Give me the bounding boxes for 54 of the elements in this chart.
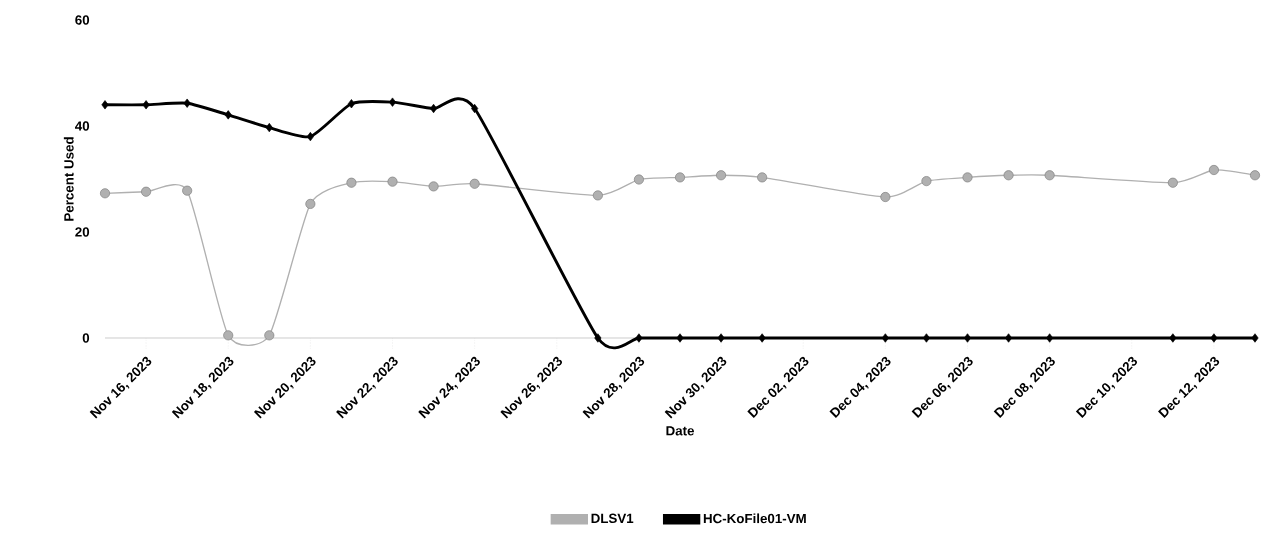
point <box>183 98 191 108</box>
point <box>635 333 643 343</box>
y-tick-label: 60 <box>75 15 90 25</box>
point <box>1044 170 1055 181</box>
point <box>675 172 686 183</box>
point <box>264 330 275 341</box>
point <box>265 122 273 133</box>
y-tick-label: 20 <box>75 227 90 237</box>
point <box>757 172 768 183</box>
point <box>100 188 111 199</box>
point <box>922 333 930 343</box>
point <box>430 103 438 114</box>
point <box>717 333 725 343</box>
point <box>1251 333 1259 343</box>
point <box>1249 170 1260 181</box>
point <box>1169 333 1177 343</box>
point <box>962 172 973 183</box>
point <box>428 181 439 192</box>
point <box>306 131 314 142</box>
point <box>142 100 150 110</box>
point <box>182 185 193 196</box>
point <box>388 97 397 107</box>
point <box>676 333 684 343</box>
point <box>141 186 152 197</box>
point <box>1167 177 1178 188</box>
point <box>469 178 480 189</box>
point <box>101 100 109 110</box>
point <box>1208 164 1219 175</box>
point <box>471 103 479 114</box>
y-axis-title: Percent Used <box>63 137 74 221</box>
y-tick-label: 40 <box>75 121 90 131</box>
point <box>1210 333 1218 343</box>
point <box>592 190 603 201</box>
legend-label: DLSV1 <box>591 513 634 524</box>
point <box>716 170 727 181</box>
y-tick-label: 0 <box>82 333 90 343</box>
point <box>633 174 644 185</box>
point <box>223 330 234 341</box>
point <box>387 176 398 187</box>
point <box>347 99 355 109</box>
point <box>758 333 766 343</box>
point <box>921 176 932 187</box>
legend-label: HC-KoFile01-VM <box>703 513 806 524</box>
point <box>594 333 602 343</box>
point <box>1005 333 1013 343</box>
point <box>224 110 232 120</box>
point <box>880 192 891 203</box>
point <box>346 177 357 188</box>
point <box>881 333 889 343</box>
point <box>1046 333 1054 343</box>
point <box>305 198 316 209</box>
point <box>1003 170 1014 181</box>
point <box>963 333 972 343</box>
x-axis-title: Date <box>666 426 694 436</box>
